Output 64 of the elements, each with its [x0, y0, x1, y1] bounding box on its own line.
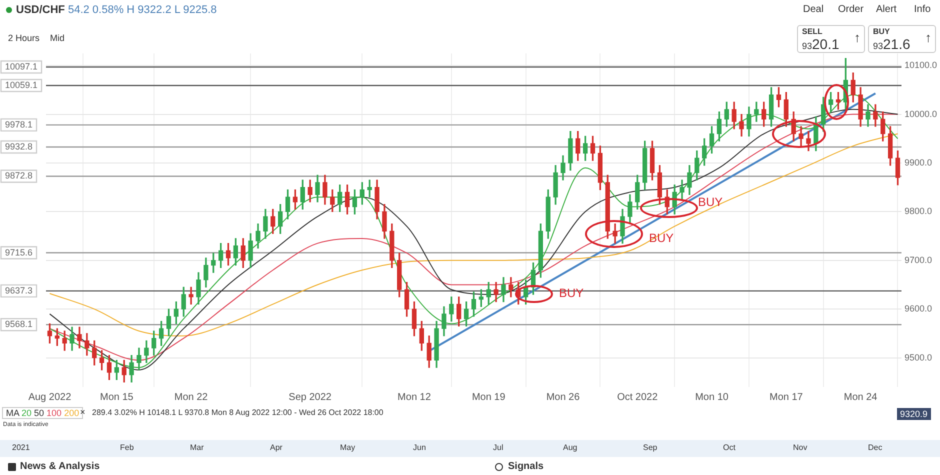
text: Signals [508, 461, 544, 472]
text: SELL [802, 27, 822, 36]
x-tick-label: Mon 15 [100, 392, 134, 403]
text: 2021 [12, 443, 30, 452]
text: Jul [493, 443, 504, 452]
legend-title: MA [6, 408, 20, 418]
text: Nov [793, 443, 808, 452]
ref-line-label: 9932.8 [5, 141, 33, 152]
text: ↑ [925, 30, 932, 45]
text: 2 Hours [8, 33, 40, 43]
ref-line-label: 10059.1 [5, 80, 38, 90]
chart-title: USD/CHF [16, 4, 65, 16]
text: Feb [120, 443, 134, 452]
ref-line-label: 10097.1 [5, 61, 38, 72]
text: Alert [876, 4, 897, 15]
y-tick-label: 10100.0 [904, 60, 938, 70]
text: Order [838, 4, 864, 15]
text: ↑ [854, 30, 860, 45]
text: Mar [190, 443, 204, 452]
ref-line-label: 9872.8 [5, 170, 33, 181]
text: Jun [413, 443, 426, 452]
chart-subtitle: 54.2 0.58% H 9322.2 L 9225.8 [68, 4, 217, 16]
text: BUY [873, 27, 890, 36]
x-tick-label: Aug 2022 [28, 392, 72, 403]
x-tick-label: Mon 26 [546, 392, 580, 403]
text: Apr [270, 443, 282, 452]
line-series [49, 133, 898, 336]
x-tick-label: Mon 12 [398, 392, 432, 403]
text: Info [914, 4, 931, 15]
text: Mid [50, 33, 65, 43]
ref-line-label: 9637.3 [5, 285, 33, 296]
ref-line-label: 9715.6 [5, 247, 33, 258]
text: Sep [643, 443, 658, 452]
y-tick-label: 9600.0 [904, 304, 932, 314]
y-tick-label: 9800.0 [904, 206, 932, 216]
x-tick-label: Oct 2022 [617, 392, 658, 403]
y-tick-label: 9500.0 [904, 352, 932, 362]
annotation: BUY [698, 195, 723, 209]
text: × [80, 407, 86, 417]
ref-line-label: 9568.1 [5, 319, 33, 330]
x-tick-label: Mon 24 [844, 392, 878, 403]
ref-line-label: 9978.1 [5, 119, 33, 130]
text: 50 [34, 408, 46, 418]
text: Aug [563, 443, 578, 452]
text: Dec [868, 443, 882, 452]
text: Oct [723, 443, 736, 452]
text: News & Analysis [20, 461, 100, 472]
x-tick-label: Mon 19 [472, 392, 506, 403]
x-tick-label: Mon 17 [769, 392, 804, 403]
y-tick-label: 9900.0 [904, 157, 932, 168]
text: May [340, 443, 356, 452]
text: 9321.6 [873, 36, 910, 52]
text: 289.4 3.02% H 10148.1 L 9370.8 Mon 8 Aug 2022 12:00 - Wed 26 Oct 2022 18:00 [92, 408, 384, 417]
text: 200 [64, 408, 80, 418]
text: 9320.1 [802, 36, 840, 52]
y-tick-label: 10000.0 [904, 108, 938, 119]
x-tick-label: Mon 10 [695, 392, 729, 403]
text: 20 [22, 408, 33, 418]
text: 9320.9 [897, 408, 931, 420]
text: Deal [803, 4, 824, 15]
text: 100 [46, 408, 63, 418]
x-tick-label: Mon 22 [174, 392, 208, 403]
x-tick-label: Sep 2022 [288, 392, 332, 403]
y-tick-label: 9700.0 [904, 254, 932, 265]
